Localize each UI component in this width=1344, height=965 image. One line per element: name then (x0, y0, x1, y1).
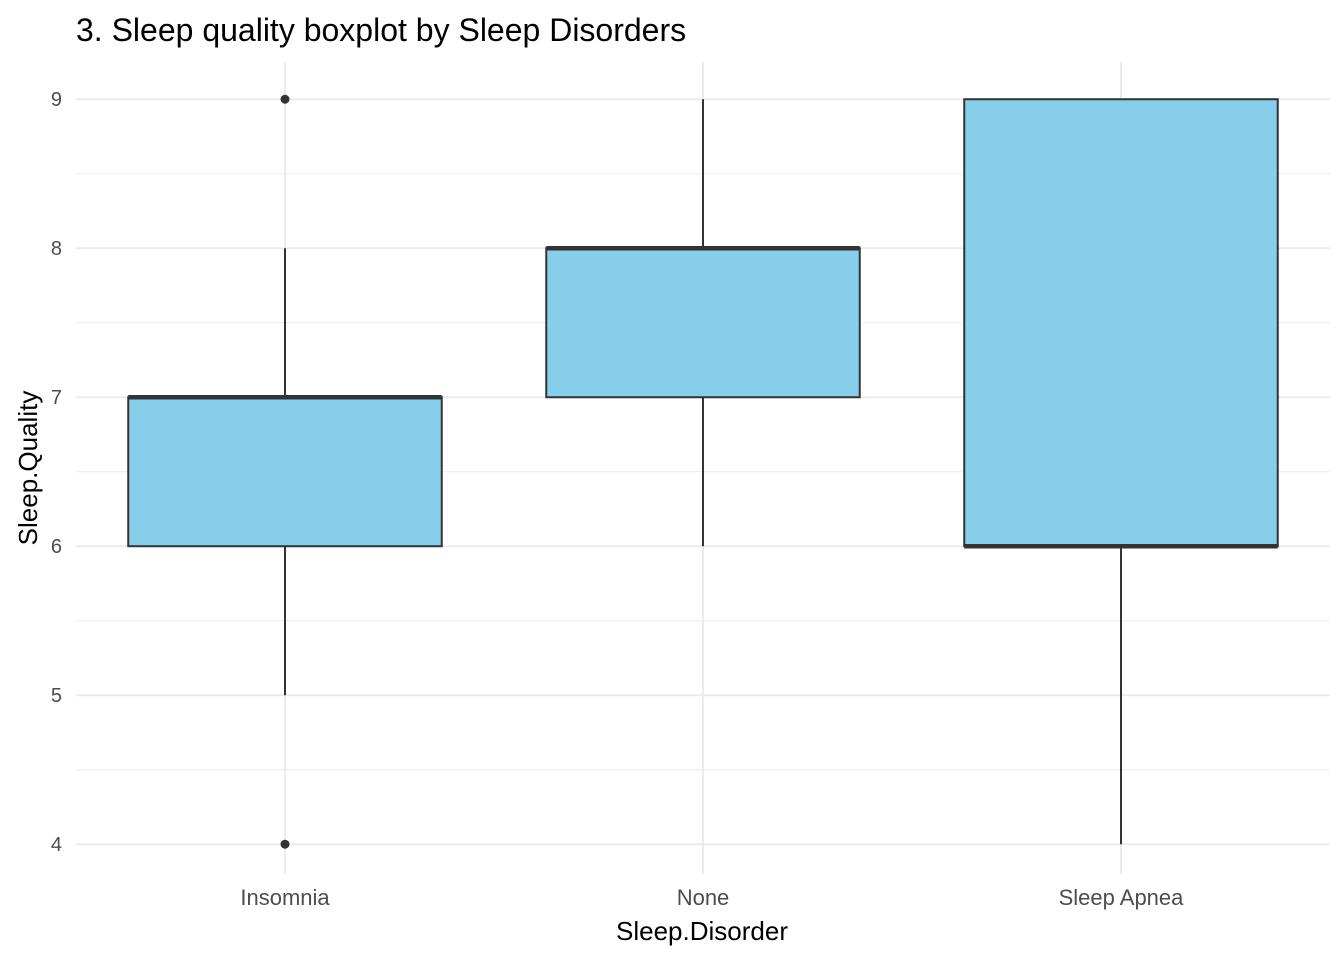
y-tick-label: 9 (51, 89, 62, 111)
y-tick-label: 6 (51, 536, 62, 558)
y-tick-label: 8 (51, 238, 62, 260)
axes: 4 5 6 7 8 9 Insomnia None Sleep Apnea (51, 89, 1184, 910)
box-iqr (545, 247, 861, 399)
y-tick-label: 5 (51, 685, 62, 707)
x-tick-label: None (677, 885, 730, 910)
chart-title: 3. Sleep quality boxplot by Sleep Disord… (76, 12, 686, 48)
boxes (127, 94, 1279, 849)
x-tick-label: Insomnia (240, 885, 330, 910)
box-iqr (963, 98, 1279, 548)
x-axis-label: Sleep.Disorder (616, 916, 788, 946)
x-tick-label: Sleep Apnea (1059, 885, 1185, 910)
y-tick-label: 7 (51, 387, 62, 409)
outlier-point (280, 839, 290, 849)
outlier-point (280, 94, 290, 104)
box-iqr (127, 396, 443, 548)
y-tick-label: 4 (51, 834, 62, 856)
y-axis-label: Sleep.Quality (13, 391, 43, 546)
